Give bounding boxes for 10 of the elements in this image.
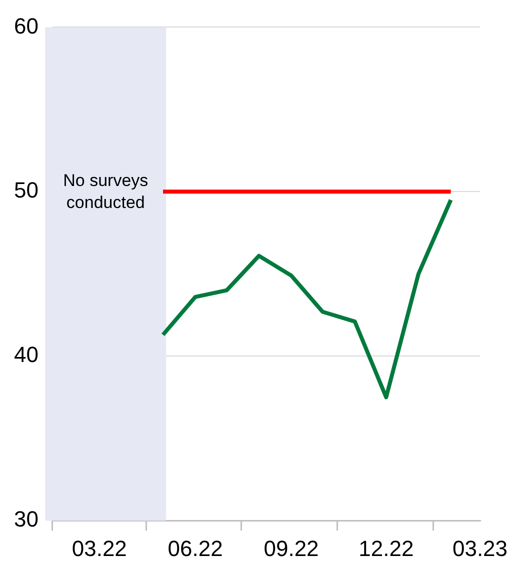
x-tick-label: 09.22 [264,536,319,561]
y-tick-label: 40 [14,342,38,368]
y-tick-label: 60 [14,13,38,38]
x-tick-label: 03.22 [72,536,127,561]
x-tick-label: 12.22 [358,536,414,561]
y-tick-label: 50 [14,178,38,203]
x-tick-label: 06.22 [168,536,223,561]
band-label: No surveys conducted [63,171,148,212]
x-tick-label: 03.23 [452,536,508,561]
y-tick-label: 30 [14,506,38,532]
